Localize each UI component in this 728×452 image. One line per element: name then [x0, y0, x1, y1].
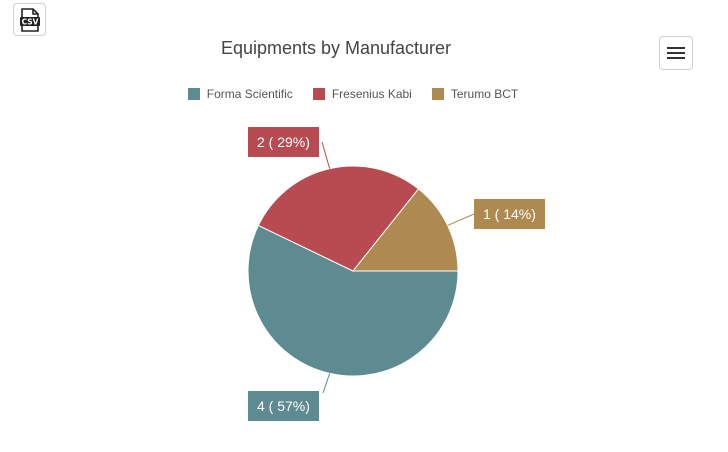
legend-swatch	[431, 88, 444, 100]
chart-legend: Forma Scientific Fresenius Kabi Terumo B…	[0, 87, 706, 101]
legend-swatch	[312, 88, 325, 100]
leader-line-forma-scientific	[322, 373, 331, 394]
legend-item-terumo-bct[interactable]: Terumo BCT	[431, 87, 519, 101]
legend-swatch	[187, 88, 200, 100]
data-label-forma-scientific: 4 ( 57%)	[248, 391, 319, 421]
legend-label: Terumo BCT	[450, 87, 519, 101]
hamburger-menu-icon	[667, 47, 685, 59]
leader-line-terumo-bct	[447, 213, 475, 226]
csv-export-button[interactable]: CSV	[13, 3, 46, 36]
pie-slice-fresenius-kabi[interactable]	[257, 165, 420, 272]
chart-title: Equipments by Manufacturer	[220, 38, 452, 58]
chart-menu-button[interactable]	[659, 36, 693, 70]
leader-line-fresenius-kabi	[321, 141, 331, 169]
data-label-fresenius-kabi: 2 ( 29%)	[248, 127, 319, 157]
legend-item-fresenius-kabi[interactable]: Fresenius Kabi	[312, 87, 412, 101]
legend-label: Fresenius Kabi	[331, 87, 412, 101]
csv-icon-text: CSV	[21, 17, 38, 26]
pie-slice-terumo-bct[interactable]	[351, 188, 459, 272]
data-label-terumo-bct: 1 ( 14%)	[474, 199, 545, 229]
csv-file-icon: CSV	[19, 7, 40, 32]
pie-slice-forma-scientific[interactable]	[247, 224, 459, 377]
legend-label: Forma Scientific	[206, 87, 293, 101]
legend-item-forma-scientific[interactable]: Forma Scientific	[187, 87, 293, 101]
